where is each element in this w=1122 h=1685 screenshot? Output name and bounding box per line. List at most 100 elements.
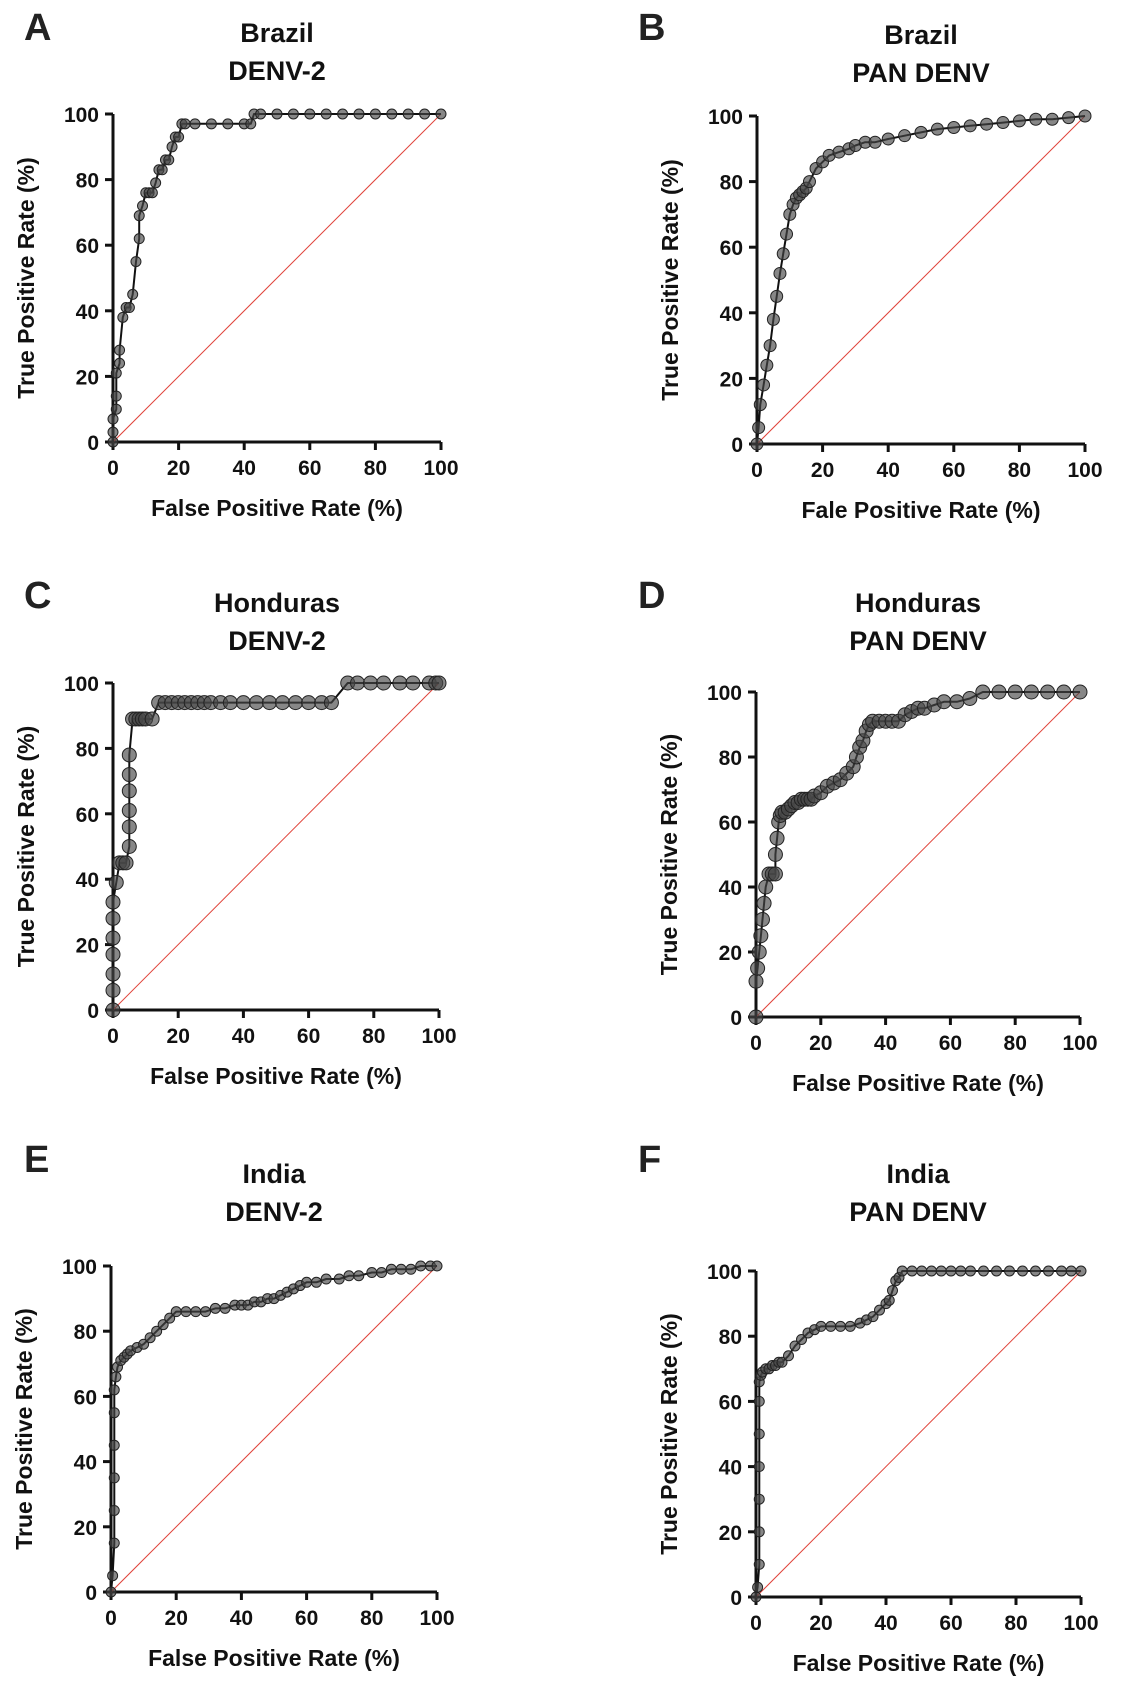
roc-data-point bbox=[776, 247, 790, 261]
roc-data-point bbox=[773, 266, 787, 280]
roc-data-point bbox=[754, 912, 770, 927]
roc-data-point bbox=[748, 1009, 764, 1025]
roc-data-point bbox=[796, 1333, 807, 1345]
roc-data-point bbox=[108, 1407, 120, 1419]
roc-data-point bbox=[419, 108, 431, 120]
roc-data-point bbox=[751, 944, 767, 960]
y-tick-label: 0 bbox=[85, 1582, 97, 1605]
roc-data-point bbox=[144, 711, 160, 727]
roc-data-point bbox=[376, 675, 392, 691]
roc-data-point bbox=[945, 1265, 957, 1277]
roc-data-point bbox=[947, 120, 961, 134]
roc-data-point bbox=[825, 1320, 837, 1332]
y-axis-label: True Positive Rate (%) bbox=[656, 734, 682, 976]
roc-data-point bbox=[110, 367, 122, 379]
roc-data-point bbox=[1004, 1265, 1015, 1277]
roc-data-point bbox=[200, 1306, 212, 1318]
x-tick-label: 40 bbox=[232, 1025, 255, 1048]
x-tick-label: 100 bbox=[1062, 1032, 1097, 1055]
roc-data-point bbox=[105, 1002, 121, 1018]
chart-title-line-2: DENV-2 bbox=[225, 1197, 323, 1227]
x-axis-label: False Positive Rate (%) bbox=[148, 1645, 400, 1671]
panel-letter: D bbox=[638, 575, 665, 617]
roc-data-point bbox=[366, 1267, 378, 1279]
roc-data-point bbox=[170, 1306, 182, 1318]
y-tick-label: 100 bbox=[64, 104, 99, 127]
roc-data-point bbox=[105, 1586, 117, 1598]
roc-data-point bbox=[405, 1263, 417, 1275]
roc-data-point bbox=[144, 1332, 156, 1344]
roc-data-point bbox=[431, 675, 447, 691]
roc-data-point bbox=[1056, 684, 1072, 700]
roc-data-point bbox=[415, 1260, 427, 1272]
roc-data-point bbox=[164, 1312, 176, 1324]
roc-data-point bbox=[1072, 684, 1088, 700]
roc-data-point bbox=[1029, 112, 1043, 126]
roc-data-point bbox=[108, 1537, 120, 1549]
roc-data-point bbox=[222, 695, 238, 711]
roc-data-point bbox=[996, 116, 1010, 130]
roc-data-point bbox=[896, 1265, 908, 1277]
roc-data-point bbox=[146, 187, 158, 199]
roc-data-point bbox=[108, 874, 124, 890]
roc-data-point bbox=[121, 783, 137, 799]
roc-data-point bbox=[150, 177, 162, 189]
reference-diagonal-line bbox=[112, 113, 442, 443]
roc-data-point bbox=[1062, 111, 1076, 125]
x-tick-label: 100 bbox=[419, 1607, 454, 1630]
x-tick-label: 20 bbox=[809, 1612, 832, 1635]
roc-data-point bbox=[750, 437, 764, 451]
x-tick-label: 80 bbox=[1008, 459, 1031, 482]
roc-data-point bbox=[881, 132, 895, 146]
roc-data-point bbox=[753, 1493, 765, 1505]
roc-panel-d: D Honduras PAN DENV 0 20 40 60 80 100 0 20 40 60 80 10… bbox=[638, 575, 1098, 1096]
roc-data-point bbox=[783, 1350, 794, 1362]
roc-data-point bbox=[1078, 109, 1092, 123]
y-tick-label: 100 bbox=[64, 673, 99, 696]
x-tick-label: 0 bbox=[107, 1025, 119, 1048]
y-tick-label: 20 bbox=[719, 1522, 742, 1545]
x-tick-label: 60 bbox=[297, 1025, 320, 1048]
roc-data-point bbox=[1007, 684, 1023, 700]
roc-panel-f: F India PAN DENV 0 20 40 60 80 100 0 20 40 60 80 100 Fa… bbox=[638, 1139, 1099, 1676]
x-tick-label: 100 bbox=[421, 1025, 456, 1048]
roc-data-point bbox=[752, 1581, 764, 1593]
x-tick-label: 20 bbox=[167, 457, 190, 480]
roc-data-point bbox=[1040, 684, 1056, 700]
roc-data-point bbox=[756, 895, 772, 911]
roc-data-point bbox=[110, 1371, 122, 1383]
roc-data-point bbox=[769, 830, 785, 846]
roc-data-point bbox=[766, 312, 780, 326]
roc-data-point bbox=[844, 1320, 856, 1332]
x-tick-label: 80 bbox=[1004, 1032, 1027, 1055]
roc-data-point bbox=[179, 118, 191, 130]
roc-data-point bbox=[867, 1311, 879, 1323]
roc-data-point bbox=[1056, 1265, 1067, 1277]
roc-data-point bbox=[163, 154, 175, 166]
roc-data-point bbox=[248, 695, 264, 711]
roc-data-point bbox=[1045, 112, 1059, 126]
roc-panel-c: C Honduras DENV-2 0 20 40 60 80 100 0 20 40 60 80 100 F… bbox=[13, 575, 457, 1089]
roc-data-point bbox=[114, 357, 126, 369]
roc-data-point bbox=[887, 1285, 898, 1297]
x-tick-label: 80 bbox=[362, 1025, 385, 1048]
roc-data-point bbox=[753, 928, 769, 944]
roc-data-point bbox=[304, 108, 316, 120]
y-tick-label: 100 bbox=[62, 1256, 97, 1279]
roc-data-point bbox=[108, 1472, 120, 1484]
roc-data-point bbox=[914, 125, 928, 139]
chart-title-line-1: Brazil bbox=[240, 18, 314, 48]
roc-data-point bbox=[138, 1338, 150, 1350]
roc-data-point bbox=[275, 695, 291, 711]
reference-diagonal-line bbox=[755, 1270, 1082, 1598]
x-axis-label: False Positive Rate (%) bbox=[150, 1063, 402, 1089]
roc-data-point bbox=[1043, 1265, 1054, 1277]
roc-data-point bbox=[301, 695, 317, 711]
roc-data-point bbox=[753, 1428, 765, 1440]
y-axis-label: True Positive Rate (%) bbox=[13, 157, 39, 399]
y-tick-label: 40 bbox=[719, 1457, 742, 1480]
roc-data-point bbox=[936, 694, 952, 710]
y-axis-label: True Positive Rate (%) bbox=[657, 159, 683, 401]
roc-data-point bbox=[760, 358, 774, 372]
roc-data-point bbox=[337, 108, 349, 120]
